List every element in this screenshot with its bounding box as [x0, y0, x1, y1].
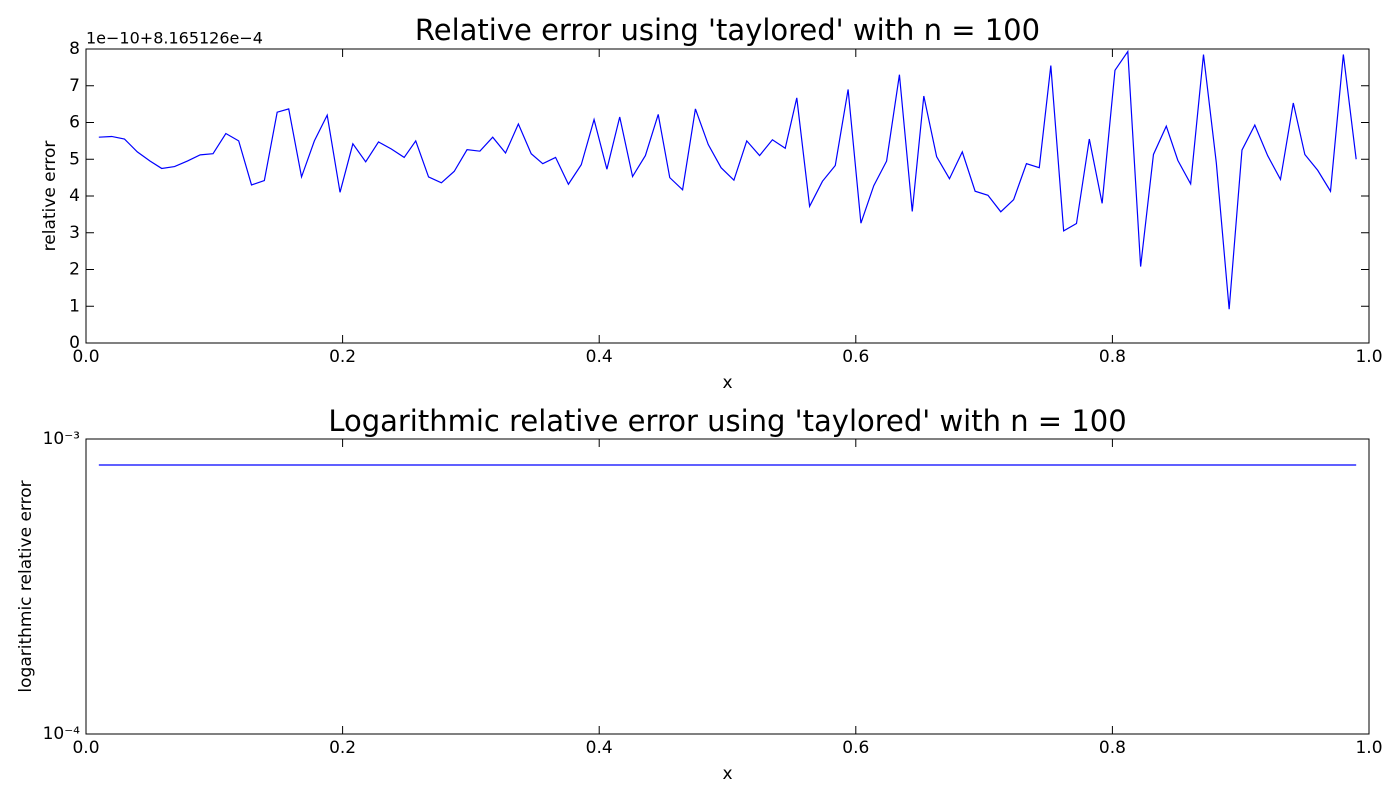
y-tick-label: 5 — [69, 149, 80, 169]
y-tick-label: 7 — [69, 76, 80, 96]
y-tick-label: 10⁻³ — [43, 429, 80, 449]
x-tick-label: 0.2 — [329, 347, 356, 367]
y-axis-label: relative error — [40, 141, 60, 252]
data-line — [98, 49, 1357, 310]
y-tick-label: 2 — [69, 260, 80, 280]
x-tick-label: 0.4 — [586, 347, 613, 367]
x-tick-label: 1.0 — [1355, 738, 1382, 758]
x-tick-label: 0.0 — [72, 347, 99, 367]
plot-frame — [85, 48, 1370, 344]
y-tick-label: 1 — [69, 296, 80, 316]
x-tick-label: 1.0 — [1355, 347, 1382, 367]
x-tick-label: 0.6 — [842, 347, 869, 367]
y-tick-label: 0 — [69, 333, 80, 353]
chart-title: Relative error using 'taylored' with n =… — [415, 13, 1040, 47]
x-axis-label: x — [722, 764, 732, 784]
x-tick-label: 0.8 — [1099, 347, 1126, 367]
x-tick-label: 0.8 — [1099, 738, 1126, 758]
y-axis-label: logarithmic relative error — [16, 480, 36, 692]
axis-offset-text: 1e−10+8.165126e−4 — [86, 29, 263, 48]
y-tick-label: 4 — [69, 186, 80, 206]
y-tick-label: 3 — [69, 223, 80, 243]
x-tick-label: 0.2 — [329, 738, 356, 758]
x-tick-label: 0.6 — [842, 738, 869, 758]
x-axis-label: x — [722, 373, 732, 393]
y-tick-label: 10⁻⁴ — [43, 724, 81, 744]
x-tick-label: 0.4 — [586, 738, 613, 758]
y-tick-label: 8 — [69, 39, 80, 59]
x-tick-label: 0.0 — [72, 738, 99, 758]
y-tick-label: 6 — [69, 113, 80, 133]
chart-title: Logarithmic relative error using 'taylor… — [328, 404, 1126, 438]
plot-frame — [85, 438, 1370, 735]
